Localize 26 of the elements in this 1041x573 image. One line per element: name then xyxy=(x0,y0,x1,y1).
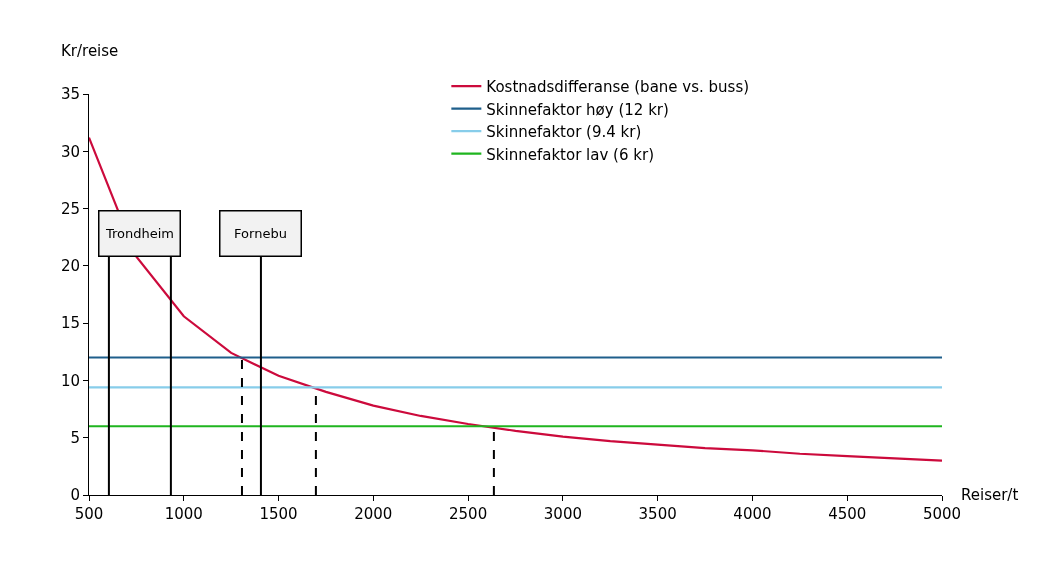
x-tick-label: 3500 xyxy=(638,505,677,523)
x-tick-label: 1000 xyxy=(164,505,203,523)
x-tick-label: 1500 xyxy=(259,505,298,523)
x-tick-label: 3000 xyxy=(543,505,582,523)
x-tick-label: 2000 xyxy=(354,505,393,523)
x-tick-label: 5000 xyxy=(922,505,962,523)
ref-line-label: Trondheim xyxy=(104,226,175,241)
legend-label: Skinnefaktor lav (6 kr) xyxy=(486,145,654,164)
x-tick-label: 4500 xyxy=(828,505,867,523)
y-tick-label: 20 xyxy=(60,257,80,276)
y-tick-label: 35 xyxy=(60,85,80,104)
legend-label: Kostnadsdifferanse (bane vs. buss) xyxy=(486,78,750,97)
y-tick-label: 30 xyxy=(60,142,80,161)
legend-label: Skinnefaktor høy (12 kr) xyxy=(486,100,669,119)
x-tick-label: 500 xyxy=(74,505,104,523)
y-tick-label: 0 xyxy=(70,486,80,505)
x-tick-label: 4000 xyxy=(733,505,772,523)
y-tick-label: 5 xyxy=(70,428,80,447)
x-axis-title: Reiser/t xyxy=(961,486,1019,504)
y-tick-label: 10 xyxy=(60,371,80,390)
x-tick-label: 2500 xyxy=(449,505,488,523)
y-tick-label: 15 xyxy=(60,314,80,333)
legend-label: Skinnefaktor (9.4 kr) xyxy=(486,123,642,142)
y-axis-title: Kr/reise xyxy=(61,42,119,60)
y-tick-label: 25 xyxy=(60,199,80,218)
ref-line-label: Fornebu xyxy=(234,226,287,241)
